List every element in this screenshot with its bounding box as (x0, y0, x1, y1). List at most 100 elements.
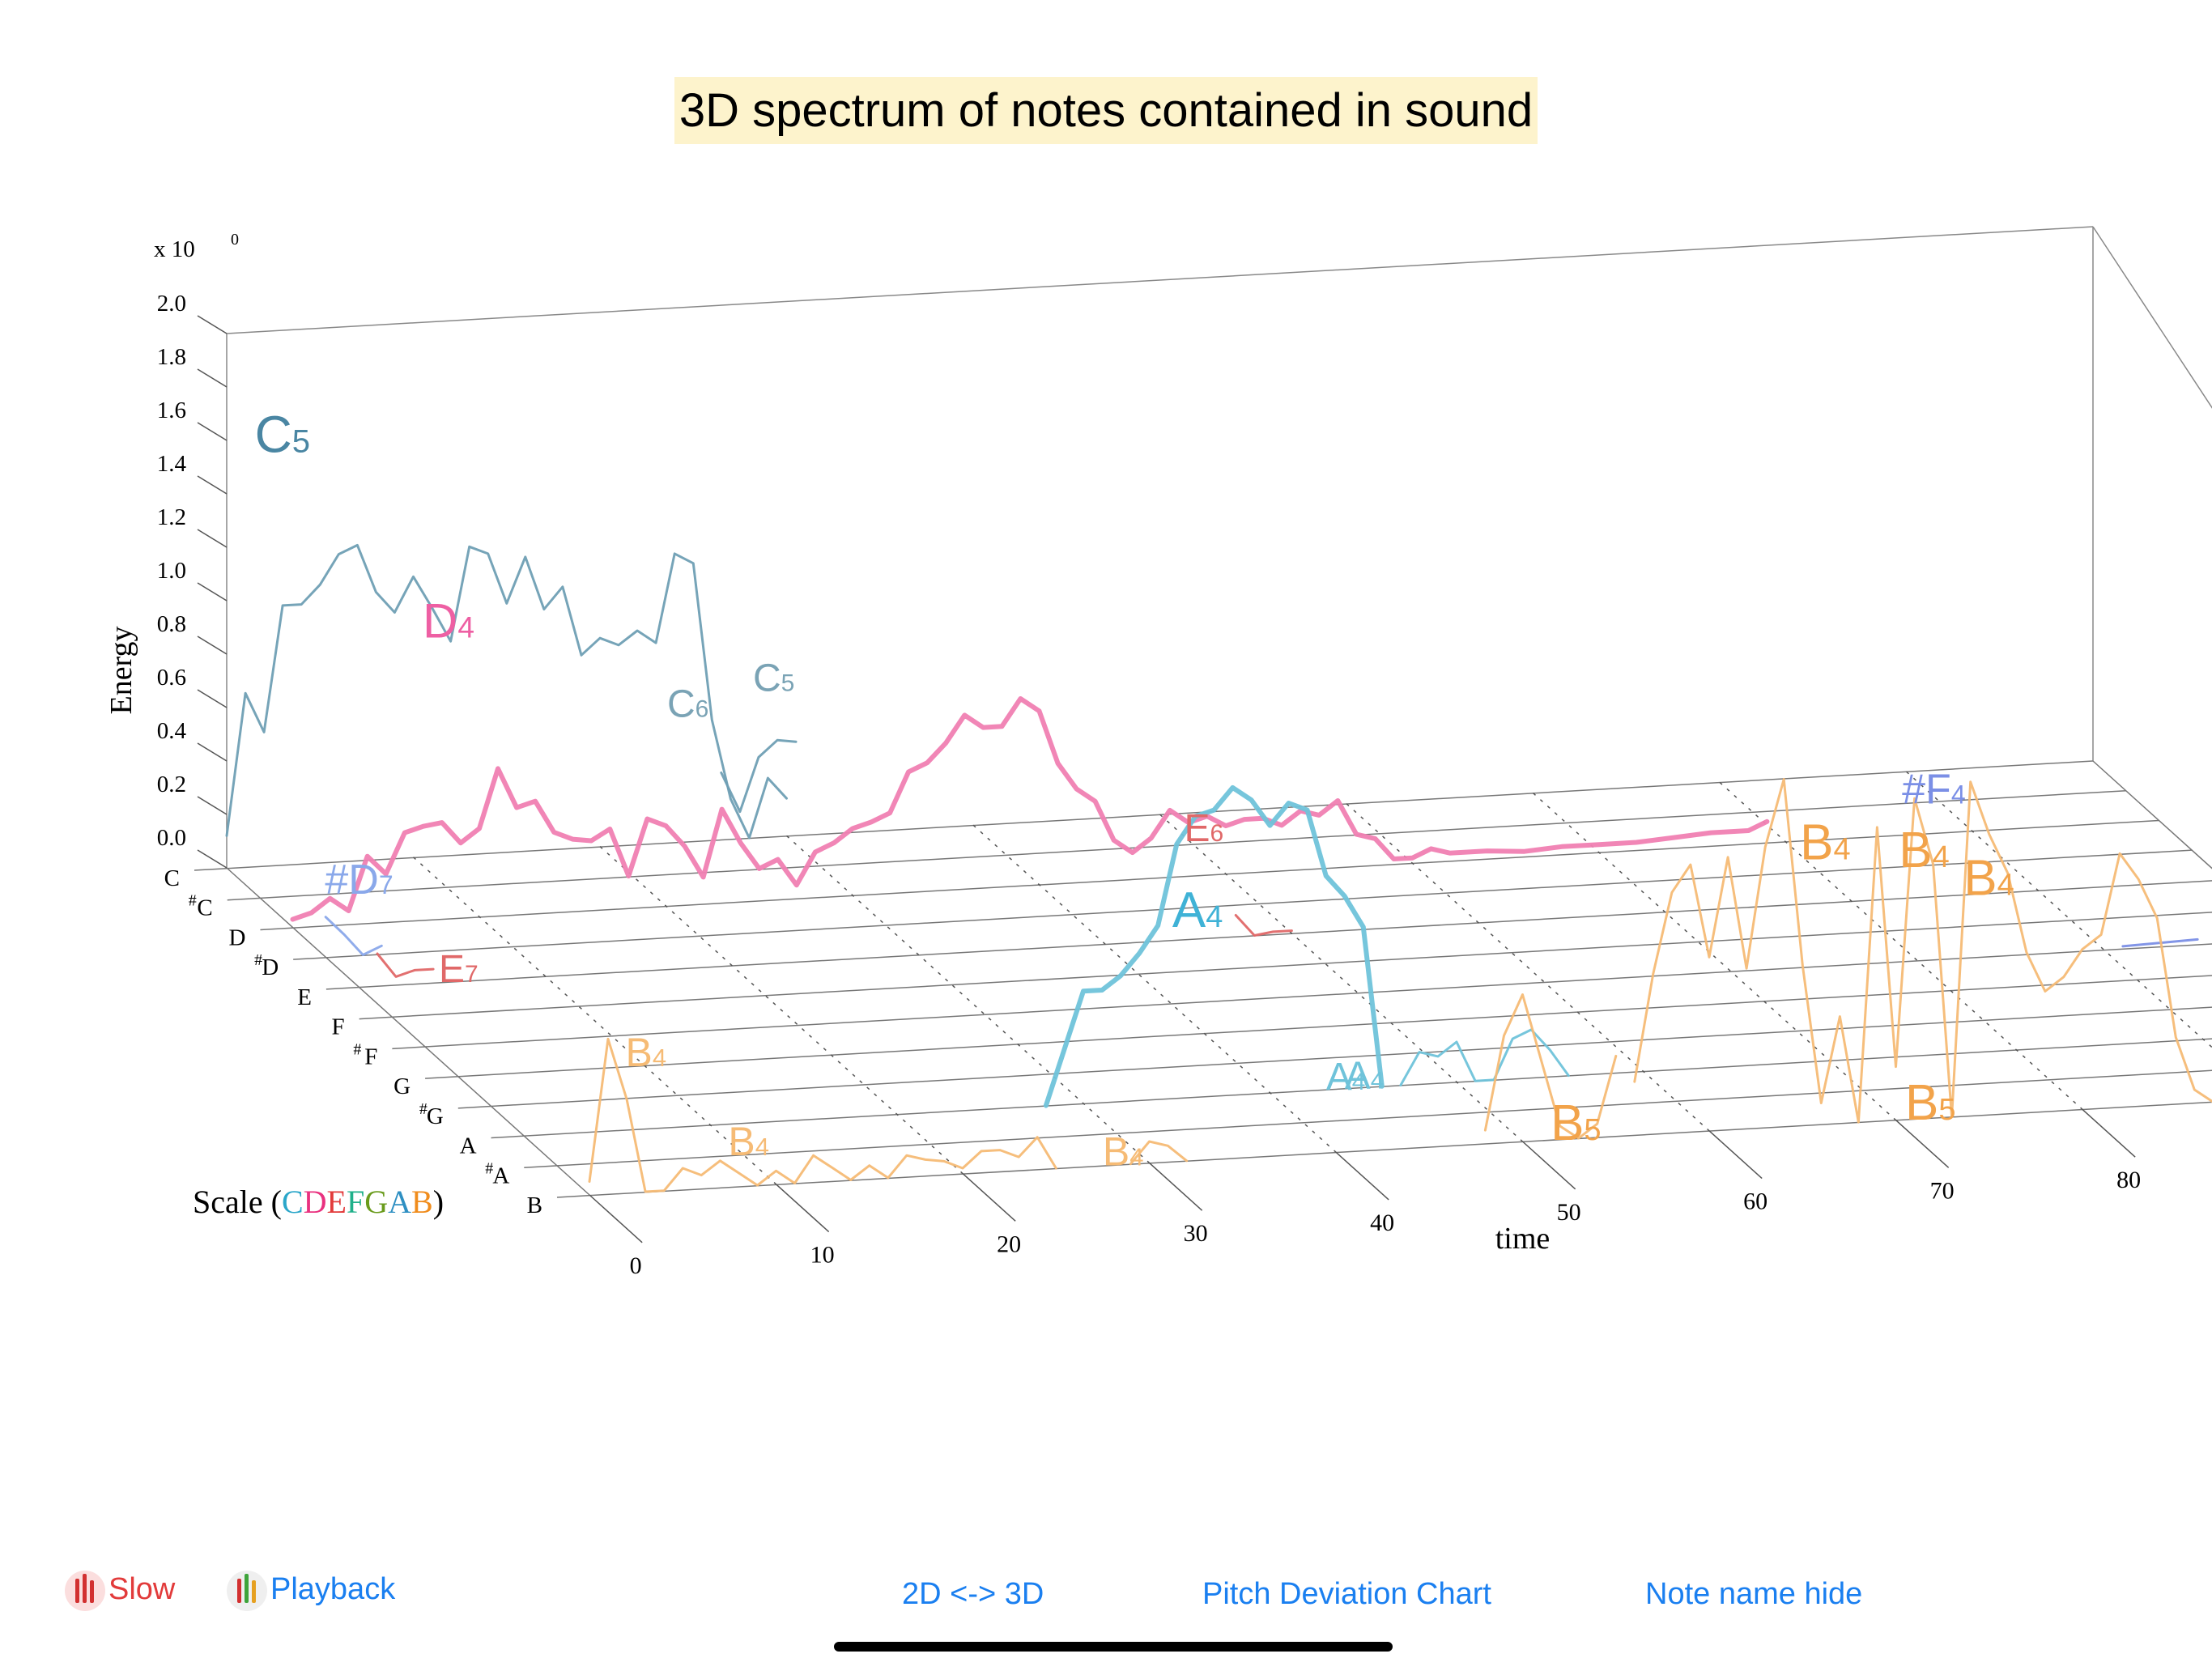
y-multiplier-exponent: 0 (231, 231, 239, 249)
note-letter: B (1800, 814, 1833, 870)
note-letter: E (1184, 807, 1210, 850)
x-tick-mark (2082, 1108, 2136, 1158)
note-letter: #D (325, 857, 378, 903)
note-octave: 4 (1951, 780, 1966, 810)
note-octave: 4 (1206, 900, 1223, 934)
y-tick-label: 2.0 (157, 291, 186, 317)
note-octave: 4 (1352, 1069, 1366, 1095)
y-tick-label: 1.0 (157, 558, 186, 584)
bottom-toolbar: Slow Playback 2D <-> 3D Pitch Deviation … (0, 1562, 2212, 1619)
scale-row-label: G (393, 1073, 410, 1099)
time-grid-line (599, 846, 963, 1175)
x-tick-mark (775, 1184, 830, 1233)
y-tick-mark (197, 422, 228, 441)
scale-axis-letter: A (388, 1184, 411, 1220)
note-octave: 4 (1129, 1143, 1143, 1171)
scale-axis-letter: E (327, 1184, 347, 1220)
note-letter: C (255, 406, 292, 464)
chart-title: 3D spectrum of notes contained in sound (674, 77, 1538, 144)
note-letter: B (626, 1030, 653, 1075)
y-multiplier-label: x 10 (154, 236, 195, 262)
note-label: #F4 (1902, 767, 1965, 814)
note-octave: 5 (1584, 1113, 1601, 1147)
note-label: A4 (1172, 882, 1223, 938)
scale-row-line (260, 819, 2159, 931)
x-tick-label: 10 (810, 1242, 835, 1269)
note-label: C6 (667, 683, 708, 726)
note-label: E7 (439, 948, 479, 991)
x-tick-mark (1335, 1151, 1389, 1201)
y-tick-mark (197, 796, 228, 815)
note-label: B5 (1905, 1075, 1956, 1131)
series-line (225, 543, 788, 840)
y-tick-mark (197, 529, 228, 548)
back-wall-top-edge (226, 226, 2094, 334)
note-octave: 6 (696, 696, 709, 723)
series-line (720, 738, 798, 814)
time-grid-line (412, 857, 777, 1185)
x-tick-mark (962, 1173, 1016, 1222)
note-letter: D (423, 594, 457, 648)
scale-row-line (392, 943, 2212, 1050)
time-grid-line (1532, 793, 1897, 1121)
note-octave: 4 (1933, 840, 1950, 874)
slow-icon (65, 1571, 105, 1611)
series-line (1633, 778, 2212, 1124)
scale-row-line (325, 880, 2212, 990)
note-octave: 4 (653, 1044, 666, 1072)
x-tick-label: 80 (2116, 1167, 2141, 1193)
x-tick-mark (1895, 1120, 1950, 1168)
scale-axis-letter: C (282, 1184, 304, 1220)
y-tick-mark (197, 475, 228, 495)
scale-row-label: C (197, 895, 212, 921)
right-wall-top-edge (2092, 226, 2212, 409)
series-line (290, 696, 1770, 922)
scale-row-sharp: # (485, 1159, 493, 1177)
x-tick-label: 70 (1930, 1177, 1955, 1204)
note-octave: 5 (781, 670, 795, 696)
note-label: #D7 (325, 857, 393, 903)
note-octave: 5 (1938, 1093, 1955, 1127)
y-tick-mark (197, 742, 228, 762)
x-tick-label: 40 (1370, 1209, 1394, 1236)
scale-row-label: G (427, 1103, 444, 1129)
note-name-hide-button[interactable]: Note name hide (1645, 1577, 1863, 1611)
note-octave: 4 (1997, 868, 2014, 902)
playback-button[interactable]: Playback (227, 1571, 395, 1611)
time-grid-line (1159, 814, 1524, 1142)
note-octave: 4 (1371, 1067, 1385, 1094)
note-letter: A (1326, 1056, 1352, 1099)
pitch-deviation-chart-button[interactable]: Pitch Deviation Chart (1202, 1577, 1491, 1611)
series-line (588, 1037, 1057, 1193)
scale-row-label: C (164, 865, 180, 891)
y-tick-label: 0.8 (157, 611, 186, 637)
x-axis-label: time (1495, 1222, 1551, 1256)
scale-row-label: E (297, 984, 312, 1010)
toggle-2d-3d-button[interactable]: 2D <-> 3D (902, 1577, 1044, 1611)
scale-row-line (457, 1006, 2212, 1109)
series-line (1399, 1028, 1570, 1086)
note-label: B4 (1899, 823, 1950, 878)
slow-button[interactable]: Slow (65, 1571, 175, 1611)
note-label: B4 (1103, 1129, 1144, 1175)
slow-label: Slow (108, 1572, 176, 1607)
x-tick-label: 50 (1557, 1199, 1581, 1226)
x-tick-mark (589, 1194, 643, 1244)
scale-row-line (194, 760, 2094, 871)
note-octave: 6 (1210, 820, 1223, 847)
scale-row-label: D (262, 954, 279, 980)
scale-row-sharp: # (419, 1100, 428, 1118)
note-octave: 4 (1833, 832, 1850, 866)
time-grid-line (1346, 803, 1710, 1132)
series-line (1043, 784, 1385, 1108)
note-octave: 7 (465, 961, 479, 988)
note-label: A4 (1345, 1054, 1385, 1097)
scale-row-label: F (364, 1044, 377, 1069)
note-label: B4 (728, 1119, 769, 1164)
y-tick-mark (197, 315, 228, 334)
scale-row-line (556, 1101, 2212, 1198)
y-tick-mark (197, 689, 228, 708)
time-grid-line (972, 824, 1337, 1153)
floor-left-edge (226, 867, 590, 1196)
